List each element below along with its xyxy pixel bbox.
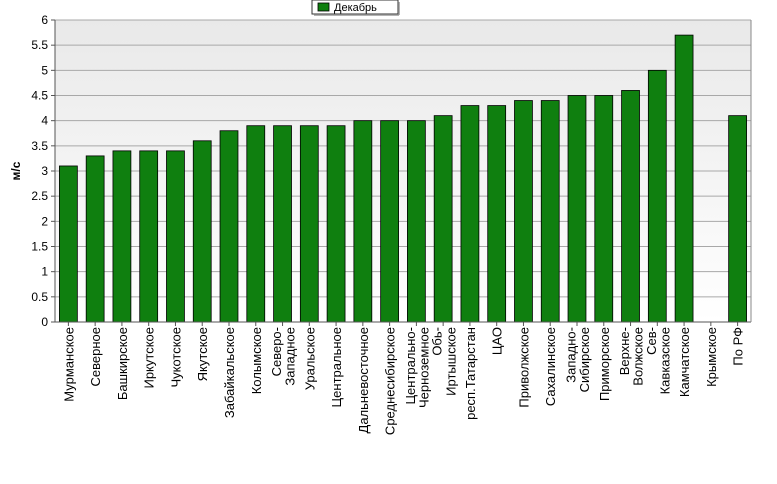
bar — [433, 115, 453, 323]
bar — [674, 34, 694, 323]
y-tick-label: 2 — [41, 214, 48, 228]
y-tick-label: 3 — [41, 164, 48, 178]
bar — [728, 115, 747, 323]
x-tick-label: Мурманское — [61, 327, 76, 402]
bar — [166, 150, 185, 323]
bar — [594, 95, 614, 323]
x-tick-label: Колымское — [249, 327, 264, 394]
x-tick-label: Башкирское — [115, 327, 130, 400]
y-axis-label: м/с — [9, 161, 23, 180]
x-tick-label: Среднесибирское — [383, 327, 398, 435]
x-tick-label: Камчатское — [677, 327, 692, 397]
x-tick-label: Центральное — [329, 327, 344, 407]
legend-swatch — [317, 2, 330, 12]
y-tick-label: 2.5 — [31, 189, 48, 203]
bar — [647, 69, 667, 323]
bar — [540, 100, 560, 323]
legend: Декабрь — [311, 0, 400, 16]
x-tick-label: Обь-Иртышское — [430, 327, 459, 396]
x-tick-label: Верхне-Волжское — [617, 327, 646, 386]
bar — [326, 125, 346, 323]
bar — [460, 105, 480, 323]
bar — [621, 90, 640, 323]
x-tick-labels: Мурманское Северное Башкирское Иркутское Чук… — [61, 327, 745, 435]
x-tick-label: Забайкальское — [222, 327, 237, 418]
x-tick-label: Якутское — [195, 327, 210, 381]
x-tick-label: Сахалинское — [543, 327, 558, 406]
x-tick-label: Иркутское — [142, 327, 157, 389]
bar — [85, 155, 105, 323]
bar — [567, 95, 587, 323]
y-tick-label: 1 — [41, 265, 48, 279]
bar — [192, 140, 212, 323]
x-tick-label: Крымское — [704, 327, 719, 387]
y-tick-label: 3.5 — [31, 139, 48, 153]
y-tick-label: 4.5 — [31, 89, 48, 103]
x-tick-label: Чукотское — [168, 327, 183, 388]
bar — [299, 125, 319, 323]
bar — [273, 125, 292, 323]
x-tick-label: Сев-Кавказское — [644, 327, 673, 394]
x-tick-label: Дальневосточное — [356, 327, 371, 433]
y-tick-label: 0 — [41, 315, 48, 329]
legend-box — [311, 0, 399, 15]
x-tick-label: Центрально-Черноземное — [403, 327, 432, 408]
bar — [219, 130, 239, 323]
bar — [59, 165, 78, 323]
y-tick-label: 1.5 — [31, 240, 48, 254]
y-tick-label: 5.5 — [31, 38, 48, 52]
bar — [514, 100, 533, 323]
bar — [380, 120, 399, 323]
x-tick-label: Западно-Сибирское — [564, 327, 593, 392]
y-tick-label: 6 — [41, 13, 48, 27]
x-tick-label: респ.Татарстан — [463, 327, 478, 420]
bar — [112, 150, 132, 323]
legend-label: Декабрь — [334, 2, 377, 14]
y-tick-label: 0.5 — [31, 290, 48, 304]
y-tick-labels: 0 0.5 1 1.5 2 2.5 3 3.5 4 4.5 5 5.5 6 — [31, 13, 48, 329]
y-tick-label: 5 — [41, 63, 48, 77]
bar — [139, 150, 159, 323]
bar — [407, 120, 426, 323]
x-tick-label: Приволжское — [516, 327, 531, 408]
x-tick-label: По РФ — [731, 327, 746, 366]
y-tick-label: 4 — [41, 114, 48, 128]
bar — [353, 120, 373, 323]
x-tick-label: Северо-Западное — [269, 327, 298, 386]
x-tick-label: Уральское — [302, 327, 317, 390]
bars — [59, 34, 747, 326]
bar — [246, 125, 266, 323]
axes — [54, 20, 752, 323]
x-tick-label: Северное — [88, 327, 103, 386]
x-tick-label: Приморское — [597, 327, 612, 401]
bar — [487, 105, 507, 323]
x-tick-label: ЦАО — [490, 327, 505, 355]
